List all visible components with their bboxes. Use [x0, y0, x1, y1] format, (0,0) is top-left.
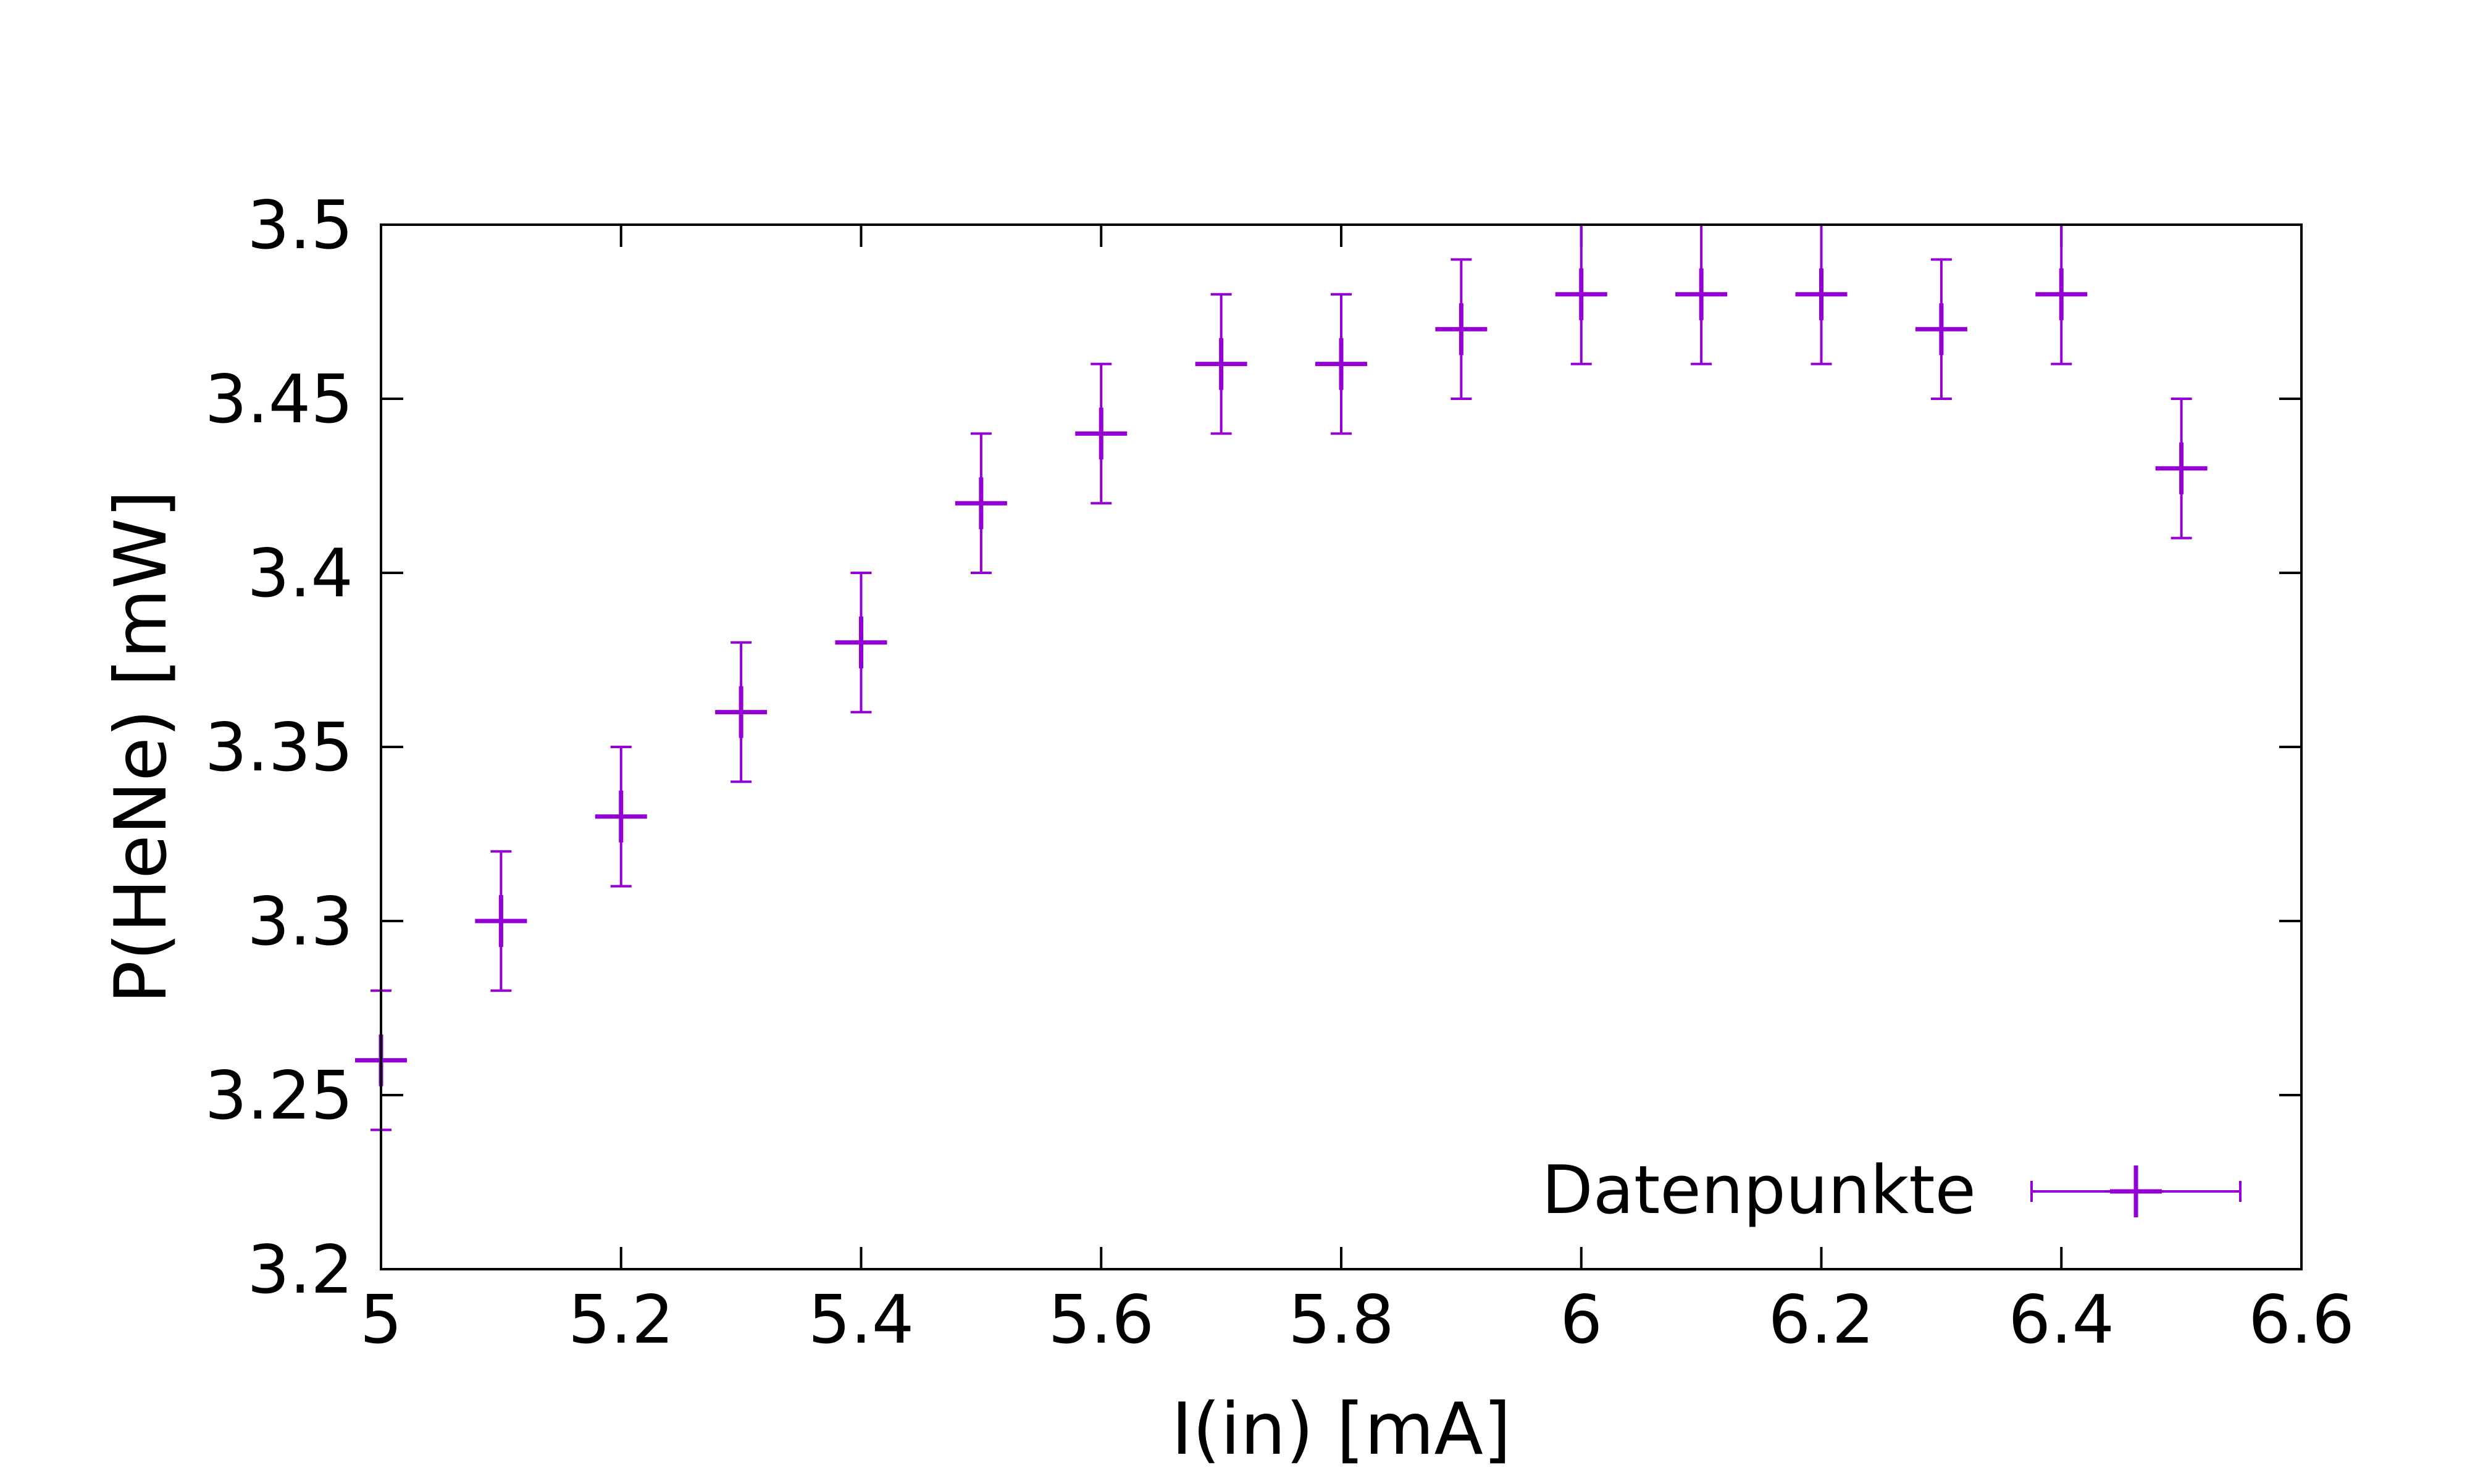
- data-point: [1075, 362, 1128, 505]
- plot-frame: [380, 223, 2303, 1270]
- x-tick-label: 5.4: [808, 1282, 915, 1359]
- x-tick-label: 6: [1560, 1282, 1602, 1359]
- y-tick-label: 3.5: [247, 187, 353, 264]
- legend: Datenpunkte: [1542, 1152, 2242, 1229]
- data-point: [2035, 223, 2088, 365]
- data-point: [1915, 258, 1967, 400]
- data-point: [1435, 258, 1488, 400]
- data-point: [835, 572, 887, 714]
- y-tick-label: 3.45: [205, 361, 353, 438]
- x-axis-title: I(in) [mA]: [1171, 1388, 1511, 1471]
- labels-layer: 5 5.2 5.4 5.6 5.8 6 6.2 6.4 6.6 3.2 3.25 3.3 3.35 3.4…: [205, 187, 2355, 1359]
- y-tick-label: 3.2: [247, 1232, 353, 1309]
- x-tick-label: 5.6: [1048, 1282, 1154, 1359]
- data-point: [1675, 223, 1728, 365]
- x-tick-label: 6.6: [2248, 1282, 2355, 1359]
- legend-label: Datenpunkte: [1542, 1152, 1976, 1229]
- y-axis-title: P(HeNe) [mW]: [99, 490, 183, 1004]
- data-point: [1795, 223, 1848, 365]
- data-point: [715, 641, 768, 783]
- data-point: [1195, 293, 1247, 435]
- y-tick-label: 3.25: [205, 1057, 353, 1135]
- x-tick-label: 5: [360, 1282, 403, 1359]
- legend-sample: [2030, 1165, 2242, 1217]
- data-point: [955, 432, 1007, 574]
- y-tick-label: 3.3: [247, 883, 353, 961]
- y-tick-label: 3.4: [247, 535, 353, 612]
- data-point: [1315, 293, 1367, 435]
- x-tick-label: 5.8: [1288, 1282, 1394, 1359]
- data-point: [2155, 398, 2208, 540]
- data-point: [475, 850, 527, 992]
- x-tick-label: 6.2: [1769, 1282, 1875, 1359]
- x-tick-label: 6.4: [2008, 1282, 2114, 1359]
- data-point: [595, 746, 647, 888]
- y-tick-label: 3.35: [205, 709, 353, 786]
- x-tick-label: 5.2: [568, 1282, 674, 1359]
